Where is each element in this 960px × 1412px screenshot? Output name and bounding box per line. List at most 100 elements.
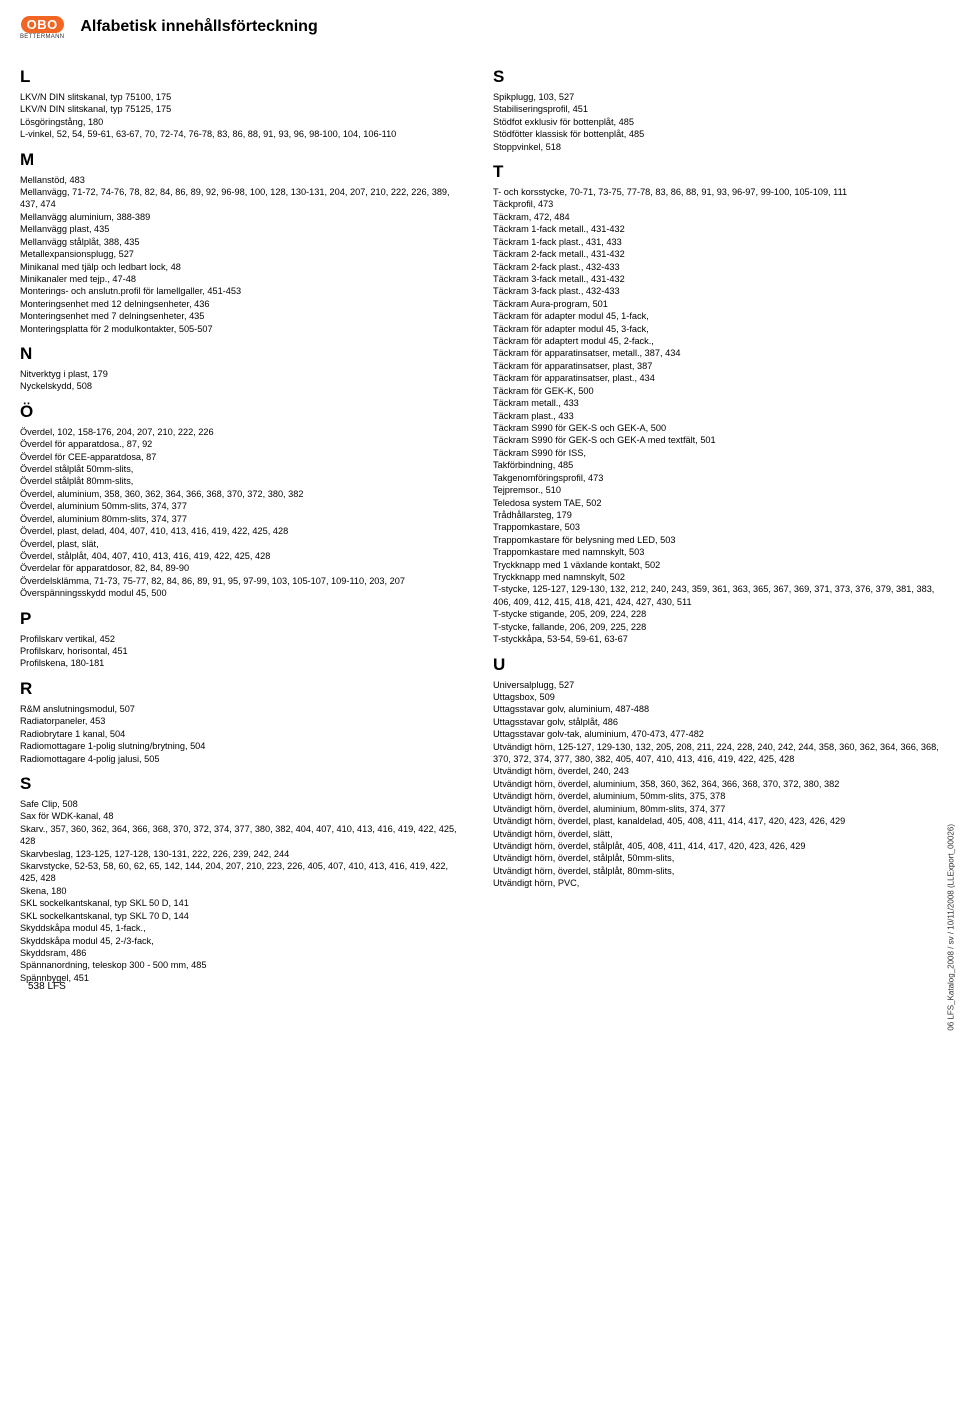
index-entry-name: Täckram för adaptert modul 45, 2-fack., [493,336,654,346]
index-entry-name: Mellanstöd, [20,175,67,185]
index-entry-name: Stödfot exklusiv för bottenplåt, [493,117,616,127]
index-entry-pages: 125-127, 129-130, 132, 212, 240, 243, 35… [493,584,934,606]
index-entry-pages: 53-54, 59-61, 63-67 [545,634,628,644]
index-entry-name: Spännanordning, teleskop 300 - 500 mm, [20,960,189,970]
index-entry: Överdel, stålplåt, 404, 407, 410, 413, 4… [20,550,467,562]
index-entry: Tejpremsor., 510 [493,484,940,496]
index-entry-name: Minikanal med tjälp och ledbart lock, [20,262,168,272]
index-entry: Uttagsbox, 509 [493,691,940,703]
index-entry-pages: 510 [543,485,561,495]
index-entry-name: Överdel, [20,427,55,437]
index-entry-name: Täckram 2-fack plast., [493,262,583,272]
index-letter-heading: T [493,161,940,184]
index-entry: Takgenomföringsprofil, 473 [493,472,940,484]
index-entry-name: Uttagsstavar golv, stålplåt, [493,717,600,727]
index-entry: Utvändigt hörn, överdel, aluminium, 50mm… [493,790,940,802]
index-entry-pages: 432-433 [583,262,619,272]
index-entry-pages: 431-432 [588,224,624,234]
index-letter-heading: N [20,343,467,366]
index-entry-pages: 388, 435 [101,237,139,247]
index-entry-pages: 404, 407, 410, 413, 416, 419, 422, 425, … [89,551,270,561]
index-entry: Täckram S990 för GEK-S och GEK-A, 500 [493,422,940,434]
index-entry: Radiobrytare 1 kanal, 504 [20,728,467,740]
index-entry-name: Nitverktyg i plast, [20,369,90,379]
index-entry-name: Mellanvägg aluminium, [20,212,114,222]
index-entry: T- och korsstycke, 70-71, 73-75, 77-78, … [493,186,940,198]
index-entry: LKV/N DIN slitskanal, typ 75100, 175 [20,91,467,103]
index-entry: Överdel stålplåt 80mm-slits, [20,475,467,487]
index-entry-pages: 180-181 [68,658,104,668]
footer-page-number: 538 LFS [28,981,66,992]
index-entry: Monterings- och anslutn.profil för lamel… [20,285,467,297]
index-entry-pages: 501 [590,299,608,309]
index-entry-pages: 487-488 [613,704,649,714]
index-entry: Täckram metall., 433 [493,397,940,409]
index-entry-name: Skyddskåpa modul 45, 2-/3-fack, [20,936,154,946]
index-entry: Mellanvägg aluminium, 388-389 [20,211,467,223]
logo-brand: OBO [21,16,64,33]
index-entry: Utvändigt hörn, överdel, 240, 243 [493,765,940,777]
index-entry-name: Monteringsenhet med 7 delningsenheter, [20,311,187,321]
index-entry-name: Täckram, [493,212,531,222]
index-entry-pages: 518 [543,142,561,152]
index-entry-name: Skarvbeslag, [20,849,73,859]
index-entry-name: Tejpremsor., [493,485,543,495]
index-entry-name: Monteringsenhet med 12 delningsenheter, [20,299,192,309]
index-entry-name: Tryckknapp med namnskylt, [493,572,607,582]
index-entry: Överdel stålplåt 50mm-slits, [20,463,467,475]
index-entry: Spännbygel, 451 [20,972,467,984]
index-entry-pages: 358, 360, 362, 364, 366, 368, 370, 372, … [102,489,304,499]
index-entry-pages: 387, 434 [642,348,680,358]
index-entry: Profilskarv vertikal, 452 [20,633,467,645]
index-entry-pages: 431-432 [588,249,624,259]
index-entry-name: Profilskena, [20,658,68,668]
index-entry-pages: 175 [153,92,171,102]
index-entry-name: Överdelar för apparatdosor, [20,563,132,573]
index-entry: Nitverktyg i plast, 179 [20,368,467,380]
index-entry-name: Täckram för apparatinsatser, plast., [493,373,637,383]
index-entry-pages: 47-48 [110,274,136,284]
index-entry-pages: 451 [570,104,588,114]
index-entry-name: Stödfötter klassisk för bottenplåt, [493,129,626,139]
index-entry-name: Täckram för adapter modul 45, 1-fack, [493,311,649,321]
index-letter-heading: P [20,608,467,631]
index-entry: Stödfötter klassisk för bottenplåt, 485 [493,128,940,140]
index-entry: R&M anslutningsmodul, 507 [20,703,467,715]
index-entry-name: Utvändigt hörn, överdel, stålplåt, [493,841,625,851]
index-entry: Täckram 3-fack metall., 431-432 [493,273,940,285]
index-entry-name: Utvändigt hörn, överdel, stålplåt, 80mm-… [493,866,674,876]
index-entry-pages: 505-507 [176,324,212,334]
index-entry: Täckram för apparatinsatser, plast., 434 [493,372,940,384]
index-entry: Täckram för adapter modul 45, 3-fack, [493,323,940,335]
index-entry: SKL sockelkantskanal, typ SKL 50 D, 141 [20,897,467,909]
index-entry: Täckram S990 för ISS, [493,447,940,459]
index-entry: Trappomkastare, 503 [493,521,940,533]
index-entry-name: Täckram för apparatinsatser, plast, [493,361,634,371]
index-entry: Utvändigt hörn, överdel, stålplåt, 405, … [493,840,940,852]
index-columns: LLKV/N DIN slitskanal, typ 75100, 175LKV… [20,58,940,984]
index-entry-pages: 453 [87,716,105,726]
index-entry-pages: 48 [168,262,181,272]
index-entry: Monteringsenhet med 12 delningsenheter, … [20,298,467,310]
index-entry-pages: 485 [189,960,207,970]
index-entry-name: Utvändigt hörn, överdel, plast, kanaldel… [493,816,665,826]
index-entry-pages: 175 [153,104,171,114]
index-entry-pages: 102, 158-176, 204, 207, 210, 222, 226 [55,427,214,437]
index-entry-pages: 527 [556,680,574,690]
index-entry-name: Utvändigt hörn, överdel, stålplåt, 50mm-… [493,853,674,863]
index-entry-pages: 374, 377 [687,804,725,814]
index-entry: T-stycke, fallande, 206, 209, 225, 228 [493,621,940,633]
index-entry-name: LKV/N DIN slitskanal, typ 75100, [20,92,153,102]
index-entry-name: Mellanvägg stålplåt, [20,237,101,247]
index-entry-pages: 180 [85,117,103,127]
index-entry-pages: 451 [110,646,128,656]
index-entry-name: Överspänningsskydd modul 45, [20,588,149,598]
index-entry-name: Mellanvägg plast, [20,224,92,234]
index-entry-name: Överdel för CEE-apparatdosa, [20,452,144,462]
index-entry: Nyckelskydd, 508 [20,380,467,392]
index-entry-name: Täckram S990 för ISS, [493,448,586,458]
index-entry-pages: 500 [576,386,594,396]
index-entry: Lösgöringstång, 180 [20,116,467,128]
index-entry: Överdelar för apparatdosor, 82, 84, 89-9… [20,562,467,574]
index-entry-pages: 500 [149,588,167,598]
